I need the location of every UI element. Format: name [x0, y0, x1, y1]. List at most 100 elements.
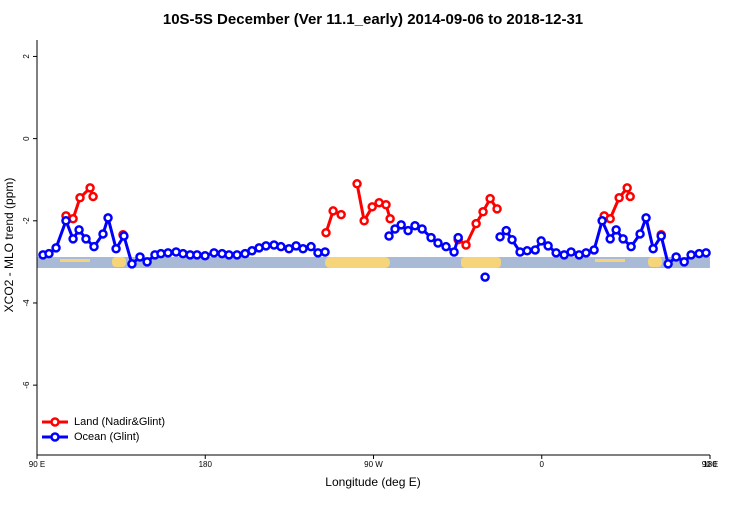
point: [359, 216, 369, 226]
point: [192, 250, 202, 260]
legend-marker: [50, 417, 60, 427]
point: [410, 220, 420, 231]
point: [663, 259, 673, 269]
point: [209, 248, 219, 258]
point: [61, 216, 71, 226]
point: [200, 250, 210, 261]
y-axis-label: XCO2 - MLO trend (ppm): [2, 178, 16, 313]
point: [485, 193, 495, 204]
legend-marker: [50, 432, 60, 442]
point: [426, 232, 436, 243]
point: [566, 247, 576, 257]
point: [618, 234, 628, 244]
point: [626, 241, 636, 252]
legend-label: Land (Nadir&Glint): [74, 416, 165, 428]
point: [390, 224, 400, 234]
point: [385, 213, 395, 224]
map-strip: [37, 257, 710, 268]
point: [551, 248, 561, 258]
legend-label: Ocean (Glint): [74, 431, 139, 443]
point: [417, 224, 427, 234]
point: [478, 207, 488, 217]
point: [381, 200, 391, 210]
point: [501, 225, 511, 236]
point: [135, 252, 145, 262]
x-tick-label: 90 E: [702, 460, 718, 469]
point: [98, 229, 108, 239]
point: [403, 225, 413, 236]
point: [352, 179, 362, 189]
x-tick-label: 180: [199, 460, 213, 469]
point: [515, 247, 525, 257]
point: [671, 252, 681, 262]
point: [336, 209, 346, 220]
point: [85, 183, 95, 193]
point: [111, 243, 121, 254]
point: [648, 243, 658, 254]
point: [396, 220, 406, 230]
y-tick-label: -2: [22, 217, 31, 225]
chart-title: 10S-5S December (Ver 11.1_early) 2014-09…: [163, 11, 583, 28]
point: [232, 250, 242, 260]
point: [441, 241, 451, 252]
point: [68, 234, 78, 244]
point: [306, 241, 316, 252]
point: [367, 202, 377, 212]
point: [471, 218, 481, 229]
point: [127, 259, 137, 269]
point: [611, 225, 621, 235]
point: [224, 250, 234, 260]
x-tick-label: 180: [703, 460, 717, 469]
point: [589, 245, 599, 255]
x-tick-label: 0: [540, 460, 545, 469]
y-tick-label: -4: [22, 299, 31, 307]
point: [119, 231, 129, 241]
point: [81, 234, 91, 244]
point: [622, 183, 632, 193]
series-line: [66, 184, 661, 245]
point: [686, 250, 696, 260]
point: [635, 229, 645, 239]
point: [641, 213, 651, 223]
y-tick-label: 0: [22, 136, 31, 141]
point: [625, 191, 635, 202]
point: [701, 248, 711, 258]
y-tick-label: -6: [22, 381, 31, 389]
point: [581, 248, 591, 258]
point: [453, 232, 463, 243]
point: [163, 248, 173, 258]
point: [495, 232, 505, 242]
point: [44, 248, 54, 259]
point: [480, 272, 490, 282]
point: [74, 225, 84, 235]
point: [679, 257, 689, 267]
point: [507, 234, 517, 245]
x-axis-label: Longitude (deg E): [325, 475, 420, 489]
point: [261, 241, 271, 251]
point: [89, 241, 99, 252]
point: [605, 234, 615, 244]
point: [543, 241, 553, 251]
point: [88, 191, 98, 202]
point: [276, 241, 286, 252]
point: [530, 245, 540, 255]
x-tick-label: 90 E: [29, 460, 45, 469]
point: [142, 257, 152, 267]
point: [656, 231, 666, 241]
point: [597, 216, 607, 226]
x-tick-label: 90 W: [364, 460, 383, 469]
point: [51, 243, 61, 253]
point: [298, 243, 308, 254]
point: [522, 246, 532, 256]
point: [321, 227, 331, 238]
point: [103, 213, 113, 223]
point: [328, 206, 338, 216]
point: [178, 248, 188, 259]
point: [536, 236, 546, 246]
point: [320, 247, 330, 257]
point: [492, 204, 502, 214]
point: [461, 240, 471, 250]
point: [605, 213, 615, 224]
point: [449, 247, 459, 257]
